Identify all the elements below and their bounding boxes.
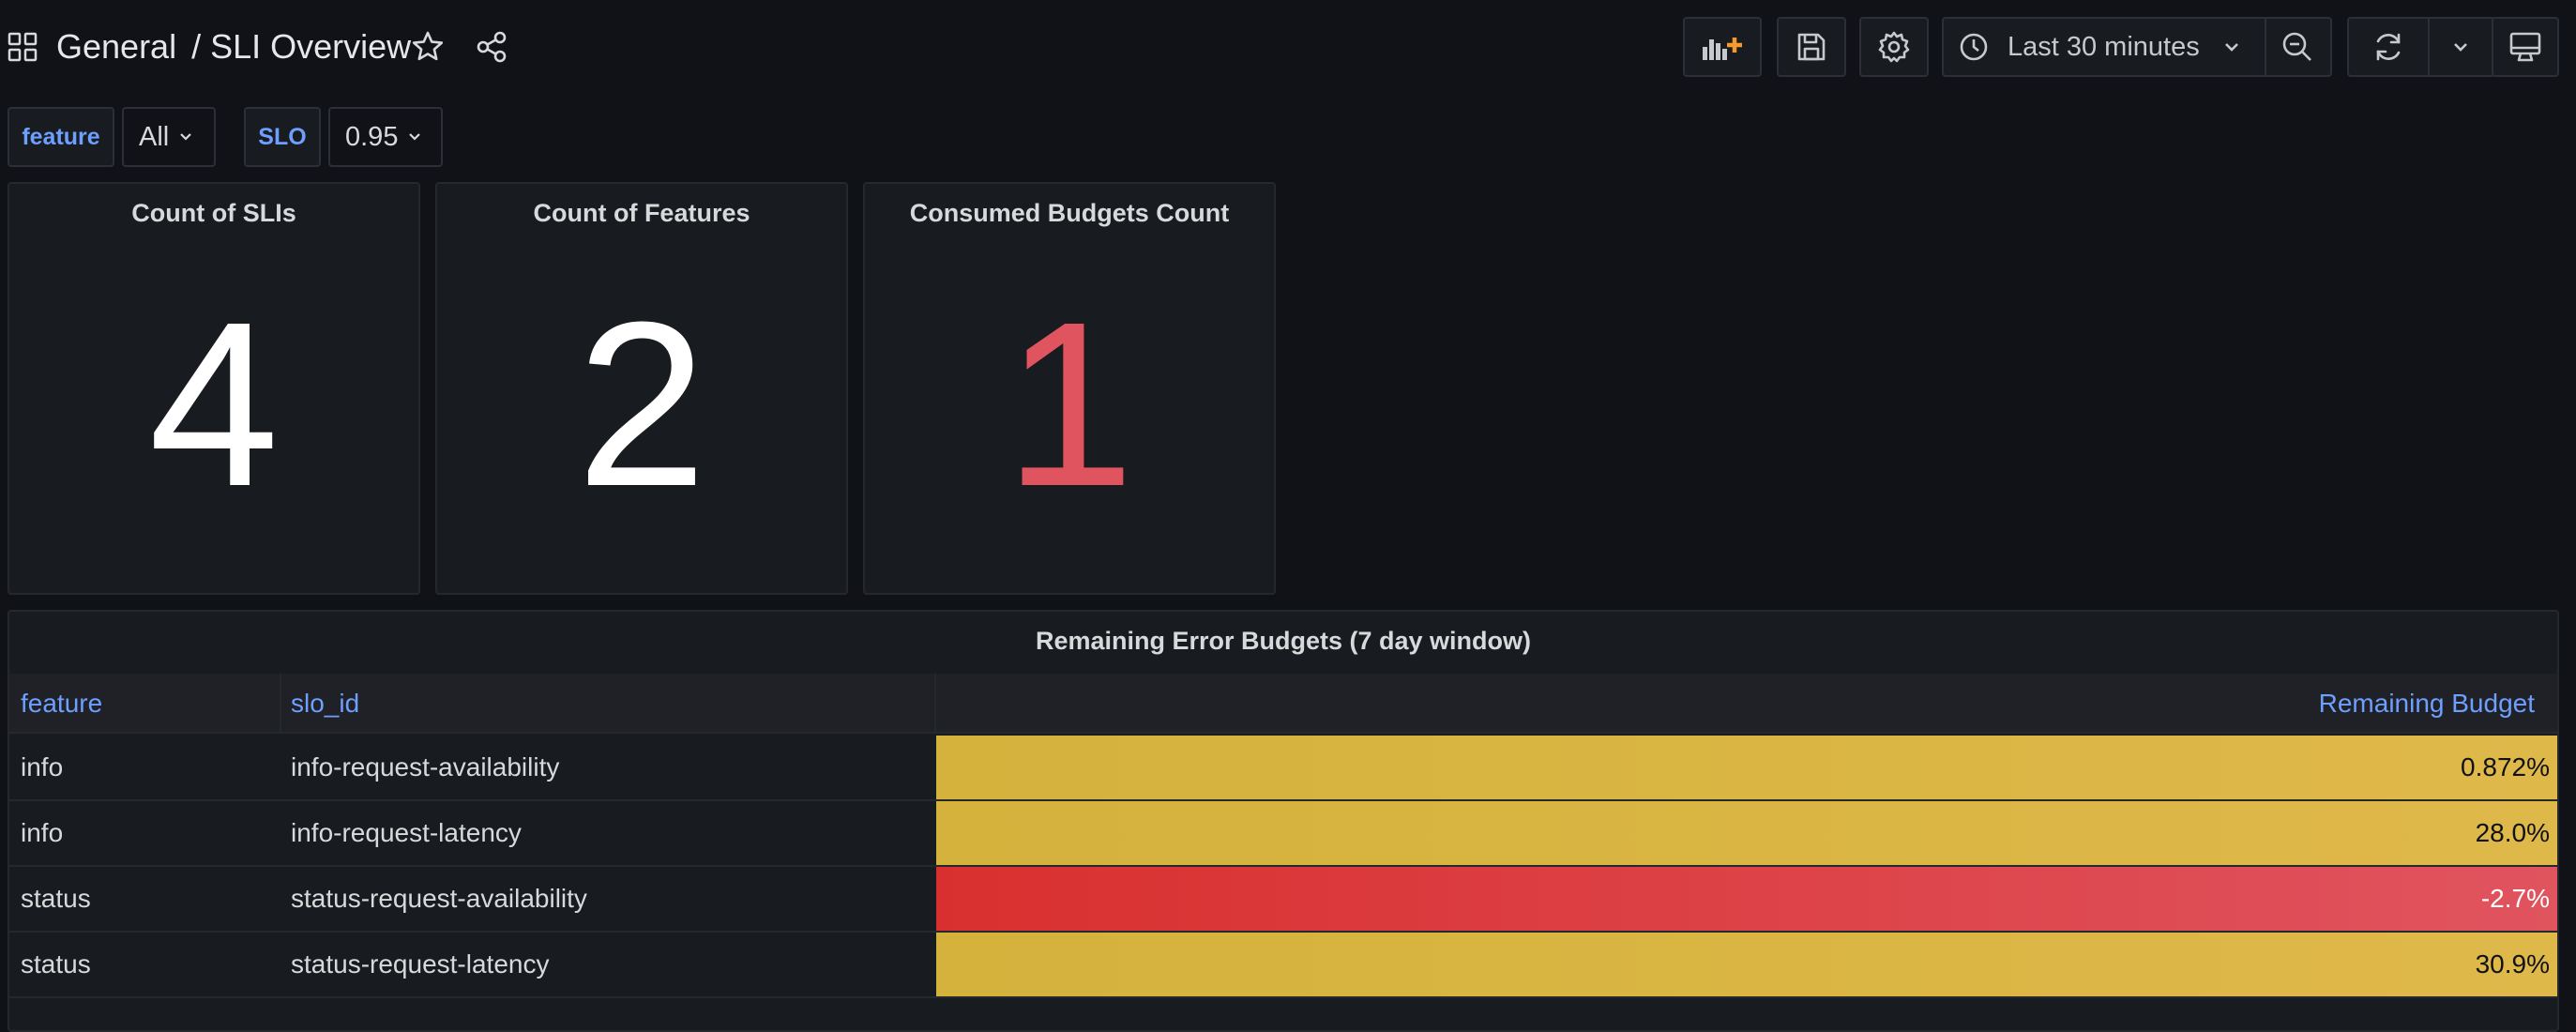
grid-icon[interactable] <box>8 32 38 62</box>
cell-feature: info <box>21 752 64 782</box>
panel-title: Consumed Budgets Count <box>909 199 1230 227</box>
table-row: info info-request-latency 28.0% <box>9 801 2557 867</box>
cell-remaining-budget: -2.7% <box>936 867 2557 931</box>
dashboard-settings-button[interactable] <box>1859 17 1929 77</box>
stat-value: 1 <box>1004 273 1135 535</box>
panel-title: Count of SLIs <box>131 199 296 227</box>
chevron-down-icon <box>2454 43 2467 52</box>
table-row: status status-request-latency 30.9% <box>9 933 2557 998</box>
top-nav: General / SLI Overview <box>0 0 2576 94</box>
cell-remaining-budget: 30.9% <box>936 933 2557 996</box>
dashboard-title[interactable]: SLI Overview <box>210 27 412 66</box>
gear-icon <box>1878 31 1910 63</box>
monitor-icon <box>2509 32 2541 62</box>
stat-panel-count-features[interactable]: Count of Features 2 <box>435 182 848 595</box>
refresh-picker <box>2347 17 2495 77</box>
chevron-down-icon <box>180 133 192 141</box>
variable-value-feature: All <box>139 121 170 152</box>
panel-title: Count of Features <box>533 199 750 227</box>
refresh-icon <box>2376 33 2401 61</box>
save-icon <box>1797 33 1826 61</box>
cell-feature: status <box>21 884 91 913</box>
chevron-down-icon <box>2224 43 2238 52</box>
variable-label-feature: feature <box>8 107 114 167</box>
breadcrumb-separator: / <box>191 27 202 66</box>
table-header: feature slo_id Remaining Budget <box>9 674 2557 734</box>
cell-slo-id: status-request-availability <box>291 884 587 913</box>
panel-title: Remaining Error Budgets (7 day window) <box>1035 627 1532 655</box>
stat-panel-consumed-budgets[interactable]: Consumed Budgets Count 1 <box>863 182 1276 595</box>
zoom-out-button[interactable] <box>2265 19 2330 75</box>
cell-remaining-budget: 0.872% <box>936 736 2557 799</box>
add-panel-button[interactable] <box>1683 17 1762 77</box>
stat-value: 4 <box>148 273 280 535</box>
zoom-out-icon <box>2282 32 2311 61</box>
column-divider[interactable] <box>934 674 936 732</box>
variable-select-feature[interactable]: All <box>122 107 216 167</box>
chevron-down-icon <box>409 133 421 141</box>
time-range-picker: Last 30 minutes <box>1942 17 2332 77</box>
cell-slo-id: info-request-latency <box>291 818 522 847</box>
table-row: status status-request-availability -2.7% <box>9 867 2557 933</box>
clock-icon <box>1960 33 1988 61</box>
table-panel-error-budgets: Remaining Error Budgets (7 day window) f… <box>8 610 2559 1032</box>
variable-label-slo: SLO <box>244 107 321 167</box>
stat-value: 2 <box>576 273 707 535</box>
time-range-label: Last 30 minutes <box>2008 31 2200 62</box>
cell-slo-id: status-request-latency <box>291 949 550 979</box>
kiosk-mode-button[interactable] <box>2492 17 2559 77</box>
cell-remaining-budget: 28.0% <box>936 801 2557 865</box>
cell-feature: status <box>21 949 91 979</box>
variable-value-slo: 0.95 <box>345 121 399 152</box>
refresh-button[interactable] <box>2349 19 2430 75</box>
cell-slo-id: info-request-availability <box>291 752 560 782</box>
column-header-feature[interactable]: feature <box>21 689 103 718</box>
star-icon[interactable] <box>409 28 447 66</box>
add-panel-icon <box>1703 38 1742 60</box>
share-icon[interactable] <box>473 28 510 66</box>
save-dashboard-button[interactable] <box>1777 17 1846 77</box>
breadcrumb: General / SLI Overview <box>56 24 411 69</box>
variable-select-slo[interactable]: 0.95 <box>328 107 443 167</box>
column-divider[interactable] <box>280 674 281 732</box>
time-range-button[interactable]: Last 30 minutes <box>1944 19 2266 75</box>
cell-feature: info <box>21 818 64 847</box>
stat-panel-count-slis[interactable]: Count of SLIs 4 <box>8 182 420 595</box>
breadcrumb-folder[interactable]: General <box>56 27 177 66</box>
column-header-remaining-budget[interactable]: Remaining Budget <box>2318 689 2535 718</box>
refresh-interval-dropdown[interactable] <box>2428 19 2493 75</box>
table-row: info info-request-availability 0.872% <box>9 736 2557 801</box>
column-header-slo-id[interactable]: slo_id <box>291 689 360 718</box>
